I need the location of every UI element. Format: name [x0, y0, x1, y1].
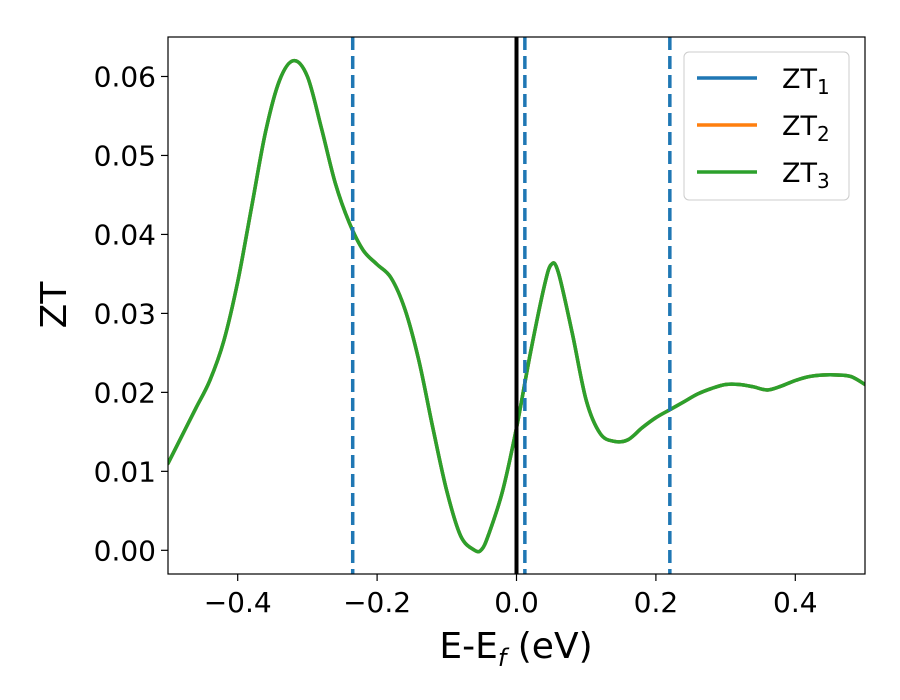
legend-item-zt2: ZT2 [697, 111, 830, 146]
y-axis: 0.00 0.01 0.02 0.03 0.04 0.05 0.06 [94, 60, 168, 567]
legend-box [683, 51, 850, 201]
x-tick-label: −0.4 [204, 586, 272, 619]
x-tick-label: 0.0 [494, 586, 539, 619]
x-tick-label: −0.2 [343, 586, 411, 619]
y-tick-label: 0.01 [94, 455, 156, 488]
legend-label-zt2: ZT2 [782, 111, 830, 146]
x-axis-title: E-Ef (eV) [439, 626, 592, 672]
y-tick-label: 0.00 [94, 534, 156, 567]
y-tick-label: 0.05 [94, 139, 156, 172]
x-tick-label: 0.4 [773, 586, 818, 619]
y-tick-label: 0.06 [94, 60, 156, 93]
y-tick-label: 0.03 [94, 297, 156, 330]
y-axis-title: ZT [34, 281, 75, 329]
y-tick-label: 0.04 [94, 218, 156, 251]
x-tick-label: 0.2 [634, 586, 679, 619]
legend-label-zt3: ZT3 [782, 158, 830, 193]
x-axis: −0.4 −0.2 0.0 0.2 0.4 [204, 574, 818, 619]
legend-item-zt3: ZT3 [697, 158, 830, 193]
legend-label-zt1: ZT1 [782, 64, 830, 99]
y-tick-label: 0.02 [94, 376, 156, 409]
reference-lines [350, 37, 672, 574]
legend: ZT1 ZT2 ZT3 [683, 51, 850, 201]
legend-item-zt1: ZT1 [697, 64, 830, 99]
